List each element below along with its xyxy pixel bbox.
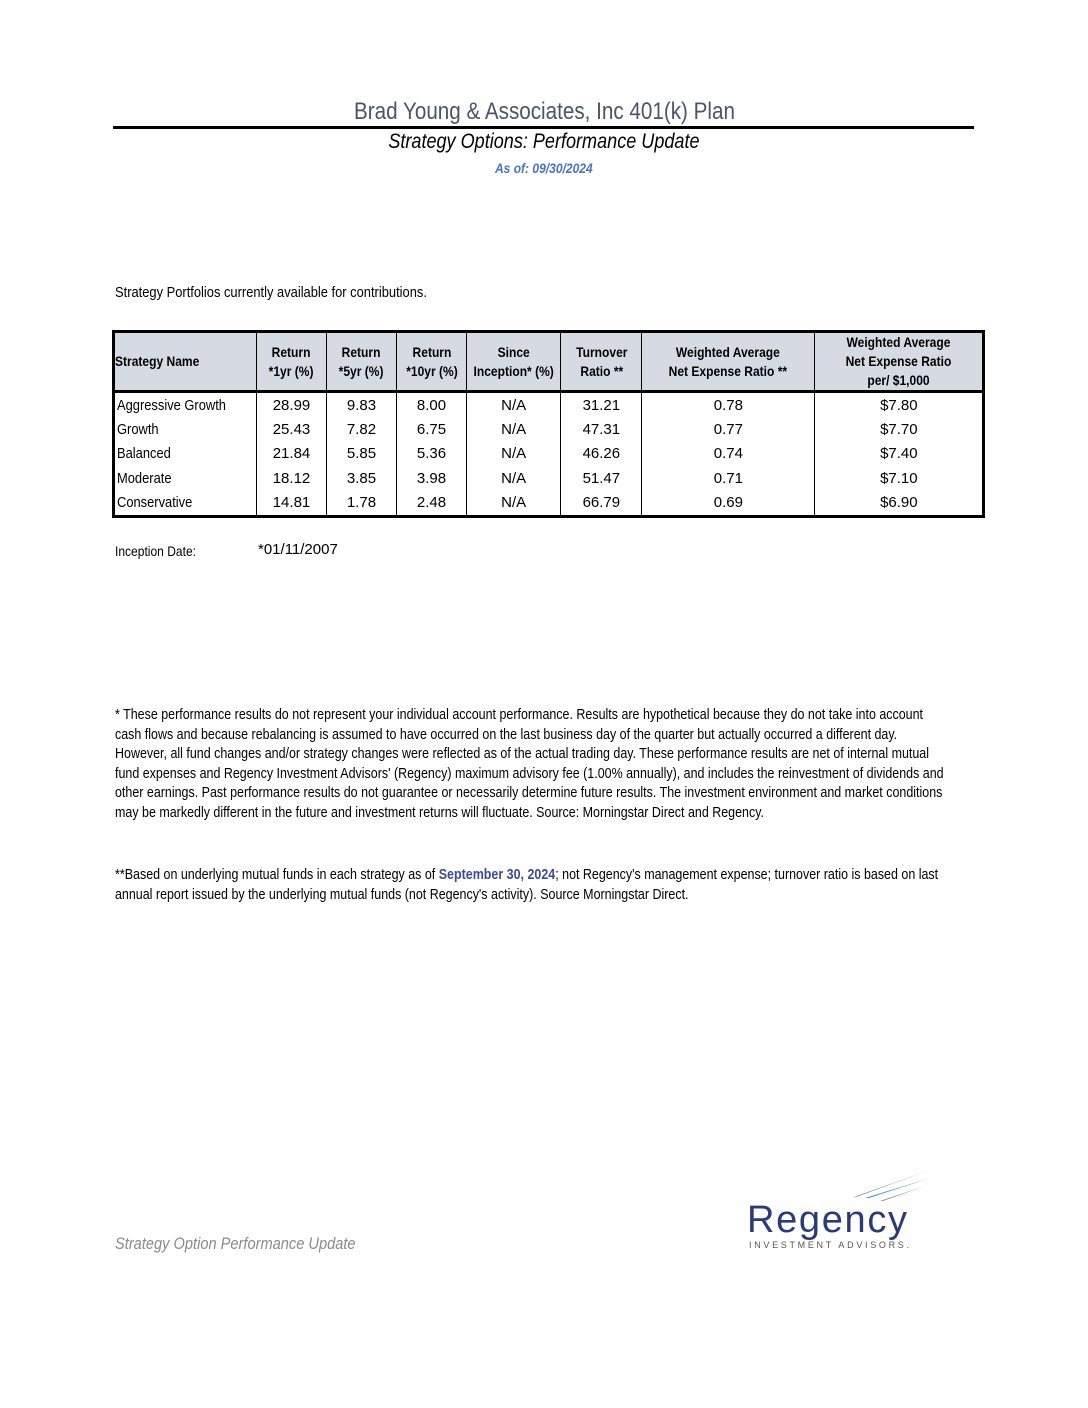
column-header: Return *5yr (%) [326, 331, 397, 393]
table-cell: 0.78 [641, 391, 815, 418]
table-row: Balanced 21.84 5.85 5.36 N/A 46.26 0.74 $7.40 [113, 441, 984, 467]
table-cell: 14.81 [256, 490, 327, 517]
table-cell: 1.78 [326, 490, 397, 517]
table-cell: 0.74 [641, 441, 815, 467]
table-cell: N/A [465, 490, 561, 517]
as-of-date: As of: 09/30/2024 [495, 160, 593, 176]
column-header: Since Inception* (%) [465, 331, 561, 393]
table-cell: 46.26 [560, 441, 642, 467]
table-cell: 6.75 [396, 417, 467, 442]
table-cell: N/A [465, 466, 561, 491]
table-row: Conservative 14.81 1.78 2.48 N/A 66.79 0.69 $6.… [113, 490, 984, 517]
table-cell: 5.36 [396, 441, 467, 467]
table-cell: 47.31 [560, 417, 642, 442]
table-cell: 28.99 [256, 391, 327, 418]
table-cell: $7.10 [814, 466, 984, 491]
intro-text: Strategy Portfolios currently available … [115, 284, 427, 301]
column-header: Turnover Ratio ** [560, 331, 642, 393]
table-row: Moderate 18.12 3.85 3.98 N/A 51.47 0.71 $7.10 [113, 466, 984, 491]
table-cell: 9.83 [326, 391, 397, 418]
inception-value: *01/11/2007 [258, 541, 338, 558]
table-cell: 0.77 [641, 417, 815, 442]
table-cell: N/A [465, 441, 561, 467]
disclaimer-paragraph: * These performance results do not repre… [115, 707, 944, 821]
column-header: Return *10yr (%) [396, 331, 467, 393]
table-cell: Conservative [113, 490, 257, 517]
svg-text:Regency: Regency [747, 1199, 907, 1241]
table-cell: Moderate [113, 466, 257, 491]
column-header: Strategy Name [113, 331, 257, 393]
table-cell: 7.82 [326, 417, 397, 442]
table-cell: 25.43 [256, 417, 327, 442]
table-cell: N/A [465, 417, 561, 442]
regency-logo: Regency INVESTMENT ADVISORS. [747, 1170, 930, 1250]
table-cell: N/A [465, 391, 561, 418]
table-cell: 18.12 [256, 466, 327, 491]
table-cell: 0.71 [641, 466, 815, 491]
table-cell: 0.69 [641, 490, 815, 517]
svg-text:INVESTMENT ADVISORS.: INVESTMENT ADVISORS. [749, 1240, 911, 1250]
inception-label: Inception Date: [115, 543, 196, 559]
table-row: Aggressive Growth 28.99 9.83 8.00 N/A 31.21 0.… [113, 391, 984, 418]
page-title: Brad Young & Associates, Inc 401(k) Plan [353, 98, 735, 125]
table-row: Growth 25.43 7.82 6.75 N/A 47.31 0.77 $7.70 [113, 417, 984, 442]
table-cell: Growth [113, 417, 257, 442]
table-cell: 3.85 [326, 466, 397, 491]
column-header: Return *1yr (%) [256, 331, 327, 393]
table-header-row: Strategy Name Return *1yr (%) Return *5yr (%… [113, 331, 984, 393]
strategy-table: Strategy Name Return *1yr (%) Return *5yr (%… [112, 330, 986, 518]
footer-text: Strategy Option Performance Update [115, 1234, 356, 1253]
table-cell: 51.47 [560, 466, 642, 491]
table-cell: 2.48 [396, 490, 467, 517]
table-cell: 31.21 [560, 391, 642, 418]
table-cell: Balanced [113, 441, 257, 467]
table-cell: $7.70 [814, 417, 984, 442]
table-cell: 8.00 [396, 391, 467, 418]
column-header: Weighted Average Net Expense Ratio ** [641, 331, 815, 393]
table-cell: 21.84 [256, 441, 327, 467]
table-cell: 5.85 [326, 441, 397, 467]
page-subtitle: Strategy Options: Performance Update [388, 130, 700, 153]
note-paragraph: **Based on underlying mutual funds in ea… [115, 867, 939, 903]
table-cell: $7.40 [814, 441, 984, 467]
title-rule [113, 126, 974, 129]
table-cell: 3.98 [396, 466, 467, 491]
table-cell: $7.80 [814, 391, 984, 418]
table-cell: Aggressive Growth [113, 391, 257, 418]
table-cell: $6.90 [814, 490, 984, 517]
table-cell: 66.79 [560, 490, 642, 517]
column-header: Weighted Average Net Expense Ratio per/ $1… [814, 331, 984, 393]
